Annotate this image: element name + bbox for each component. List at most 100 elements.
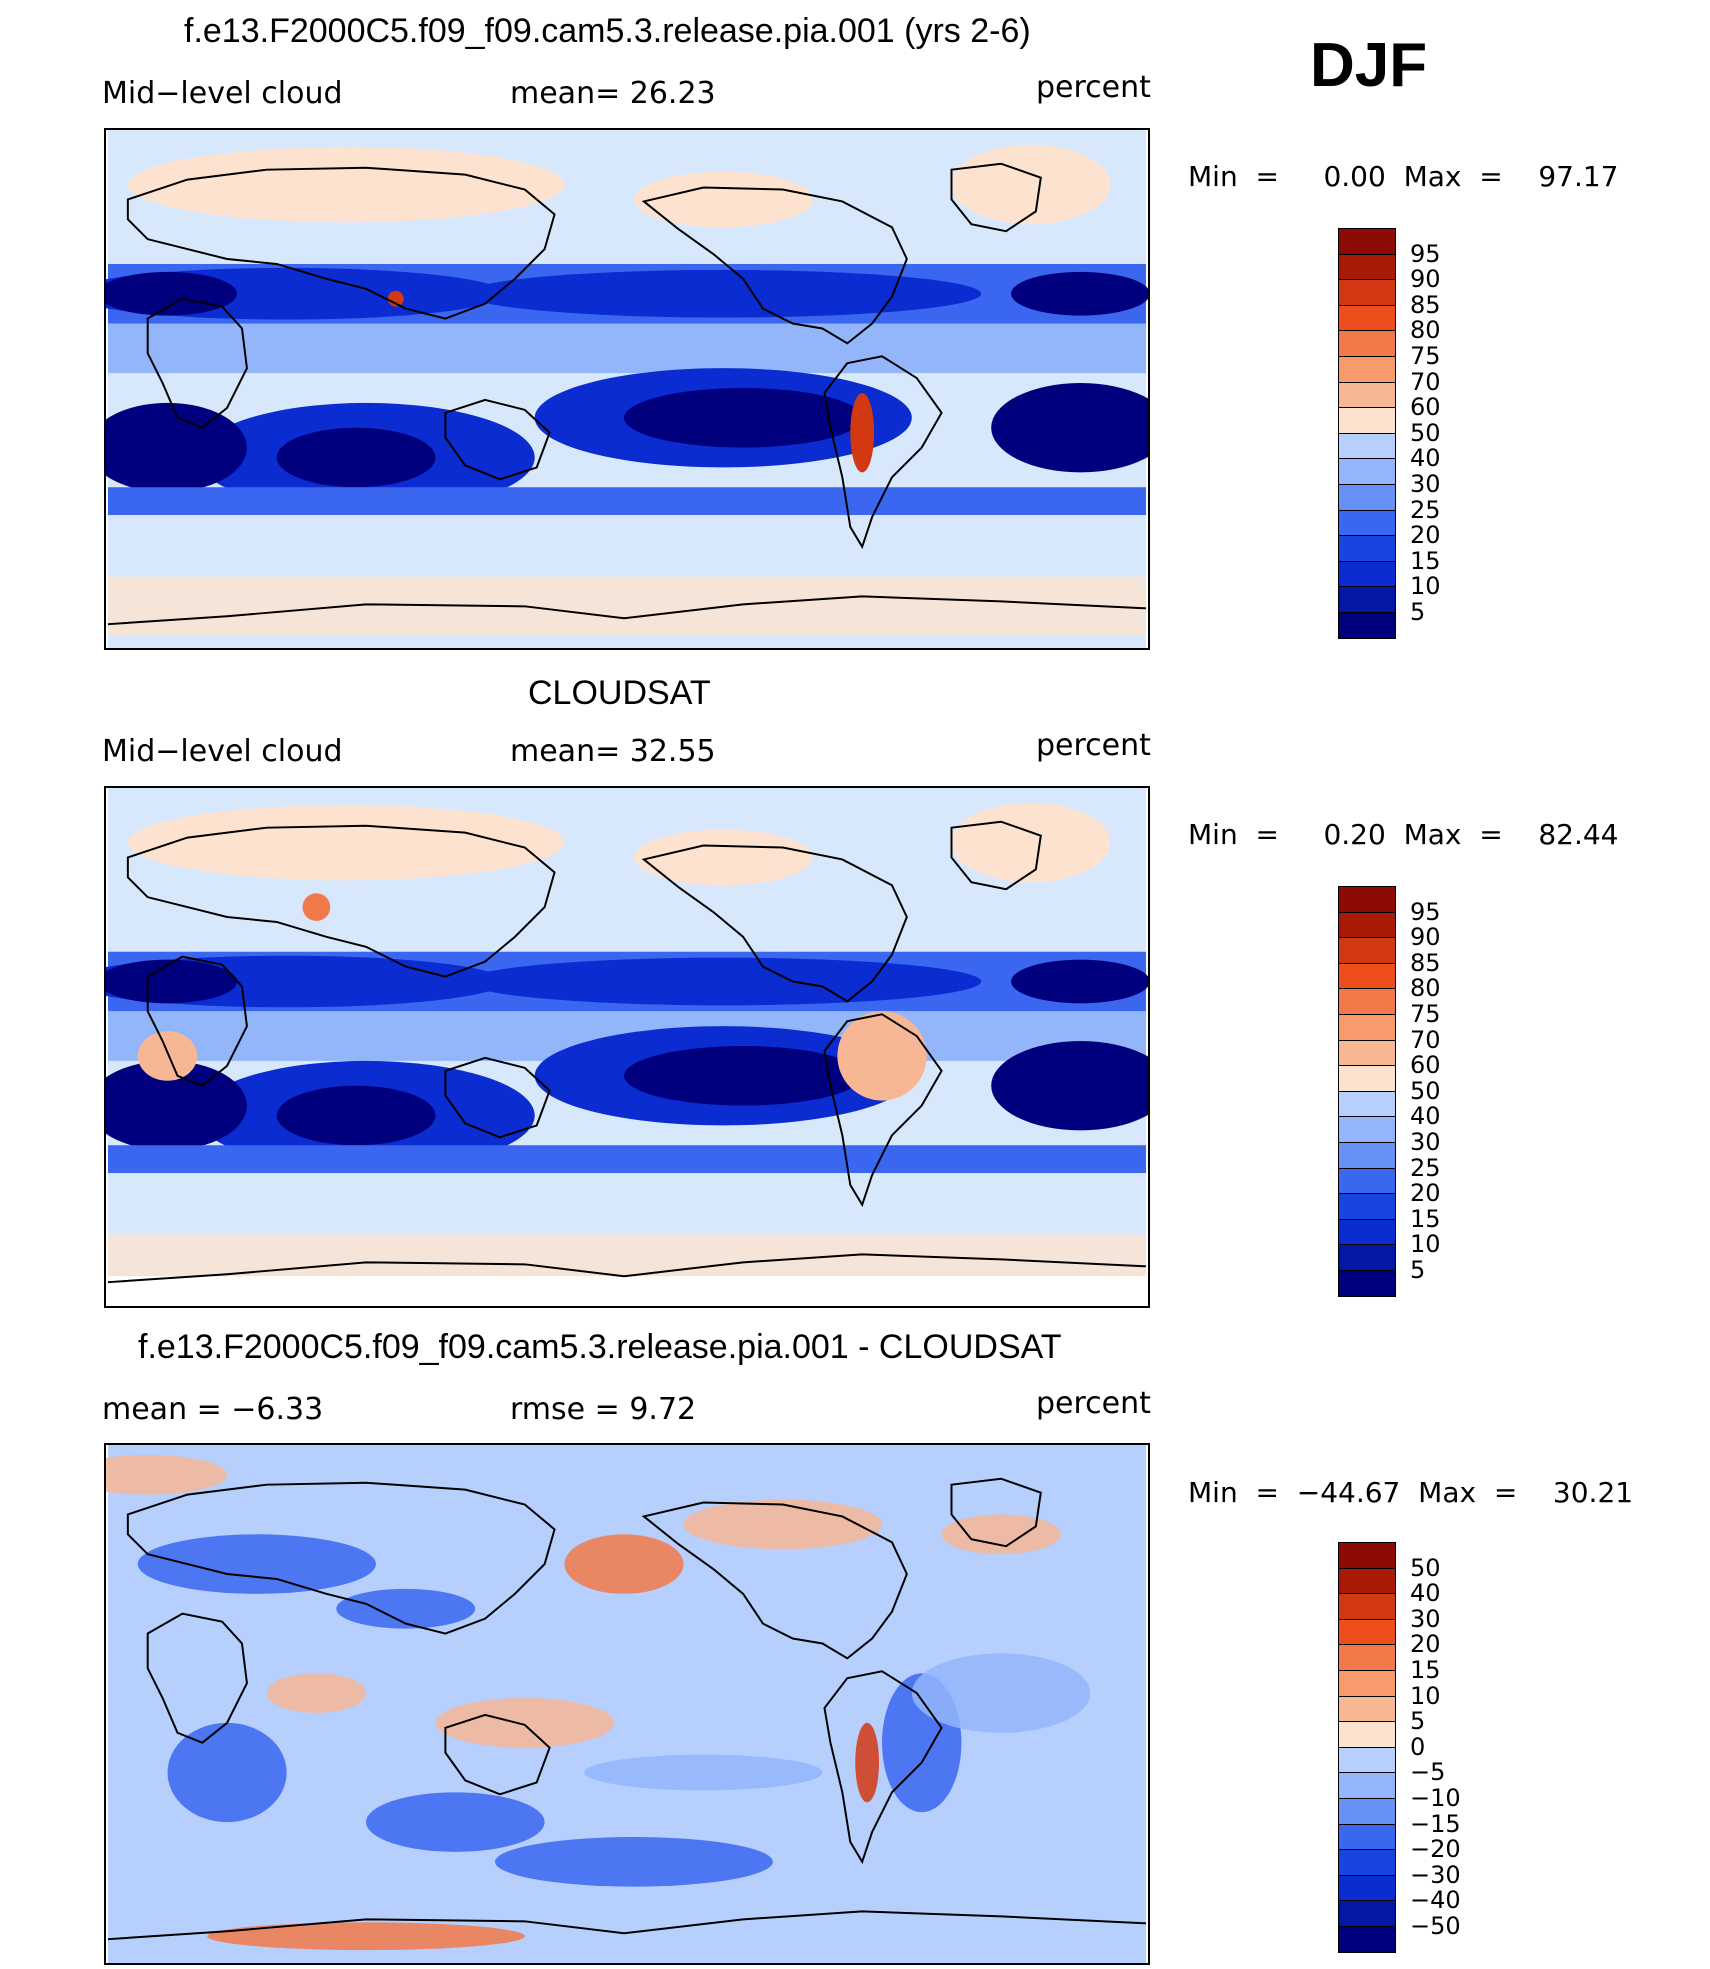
colorbar-label: 85 bbox=[1410, 290, 1441, 319]
colorbar-label: 5 bbox=[1410, 1256, 1426, 1284]
colorbar-swatch bbox=[1338, 484, 1396, 511]
colorbar-swatch bbox=[1338, 1593, 1396, 1620]
colorbar-swatch bbox=[1338, 381, 1396, 409]
variable-label: Mid−level cloud bbox=[102, 76, 343, 111]
colorbar-label: 30 bbox=[1410, 470, 1441, 498]
colorbar-swatch bbox=[1338, 458, 1396, 485]
colorbar-label: −40 bbox=[1410, 1886, 1461, 1915]
minmax-label: Min = 0.00 Max = 97.17 bbox=[1188, 160, 1619, 193]
minmax-label: Min = 0.20 Max = 82.44 bbox=[1188, 818, 1619, 851]
colorbar-swatch bbox=[1338, 1090, 1396, 1118]
colorbar-label: 15 bbox=[1410, 1656, 1441, 1684]
colorbar-swatch bbox=[1338, 1039, 1396, 1067]
mean-label: mean= 26.23 bbox=[510, 76, 716, 111]
colorbar-swatch bbox=[1338, 612, 1396, 639]
colorbar-label: 60 bbox=[1410, 393, 1441, 422]
map-obs bbox=[104, 786, 1150, 1308]
colorbar-label: 20 bbox=[1410, 1630, 1441, 1659]
colorbar-swatch bbox=[1338, 304, 1396, 332]
colorbar-label: 80 bbox=[1410, 974, 1441, 1003]
colorbar-swatch bbox=[1338, 1167, 1396, 1195]
colorbar-swatch bbox=[1338, 886, 1396, 913]
colorbar-label: 10 bbox=[1410, 572, 1441, 601]
colorbar-swatch bbox=[1338, 1014, 1396, 1041]
colorbar-swatch bbox=[1338, 1695, 1396, 1723]
colorbar-label: −10 bbox=[1410, 1784, 1461, 1812]
colorbar-swatch bbox=[1338, 228, 1396, 255]
colorbar-swatch bbox=[1338, 330, 1396, 357]
colorbar-swatch bbox=[1338, 911, 1396, 939]
colorbar-swatch bbox=[1338, 407, 1396, 434]
panel-title: CLOUDSAT bbox=[528, 674, 711, 712]
colorbar-label: 30 bbox=[1410, 1604, 1441, 1633]
colorbar-swatch bbox=[1338, 1670, 1396, 1697]
colorbar-swatch bbox=[1338, 1849, 1396, 1876]
colorbar-label: 15 bbox=[1410, 546, 1441, 575]
colorbar-swatch bbox=[1338, 1900, 1396, 1927]
colorbar-swatch bbox=[1338, 1644, 1396, 1671]
colorbar-label: −30 bbox=[1410, 1860, 1461, 1889]
colorbar-label: 75 bbox=[1410, 342, 1441, 370]
colorbar-swatch bbox=[1338, 560, 1396, 588]
colorbar-label: 10 bbox=[1410, 1681, 1441, 1710]
colorbar-label: 30 bbox=[1410, 1128, 1441, 1156]
rmse-label: rmse = 9.72 bbox=[510, 1392, 697, 1427]
colorbar-swatch bbox=[1338, 535, 1396, 562]
colorbar-swatch bbox=[1338, 1926, 1396, 1953]
colorbar-label: 40 bbox=[1410, 1579, 1441, 1608]
colorbar-label: 95 bbox=[1410, 239, 1441, 268]
colorbar-swatch bbox=[1338, 1218, 1396, 1246]
colorbar-label: −50 bbox=[1410, 1912, 1461, 1940]
colorbar-swatch bbox=[1338, 509, 1396, 537]
colorbar-swatch bbox=[1338, 356, 1396, 383]
colorbar-label: 25 bbox=[1410, 495, 1441, 524]
colorbar-swatch bbox=[1338, 1618, 1396, 1646]
season-label: DJF bbox=[1310, 31, 1428, 100]
minmax-label: Min = −44.67 Max = 30.21 bbox=[1188, 1476, 1634, 1509]
colorbar-swatch bbox=[1338, 1721, 1396, 1748]
colorbar-label: 90 bbox=[1410, 265, 1441, 294]
colorbar-swatch bbox=[1338, 279, 1396, 306]
colorbar-label: 70 bbox=[1410, 1025, 1441, 1054]
colorbar-label: −15 bbox=[1410, 1809, 1461, 1838]
units-label: percent bbox=[1036, 70, 1151, 105]
colorbar-model: 95 90 85 80 75 70 60 50 40 30 25 20 15 10 5 bbox=[1338, 228, 1441, 639]
colorbar-swatch bbox=[1338, 1116, 1396, 1143]
colorbar-label: 50 bbox=[1410, 1553, 1441, 1582]
colorbar-swatch bbox=[1338, 937, 1396, 964]
colorbar-label: 5 bbox=[1410, 598, 1426, 626]
colorbar-label: 60 bbox=[1410, 1051, 1441, 1080]
colorbar-swatch bbox=[1338, 432, 1396, 460]
colorbar-label: 10 bbox=[1410, 1230, 1441, 1259]
mean-label: mean = −6.33 bbox=[102, 1392, 324, 1427]
colorbar-label: 50 bbox=[1410, 418, 1441, 447]
colorbar-swatch bbox=[1338, 1746, 1396, 1774]
colorbar-swatch bbox=[1338, 253, 1396, 281]
colorbar-label: 50 bbox=[1410, 1076, 1441, 1105]
colorbar-label: 20 bbox=[1410, 1179, 1441, 1208]
colorbar-label: 80 bbox=[1410, 316, 1441, 345]
colorbar-label: 20 bbox=[1410, 521, 1441, 550]
colorbar-label: 25 bbox=[1410, 1153, 1441, 1182]
colorbar-diff: 50 40 30 20 15 10 5 0 −5 −10 −15 −20 −30 −40 −50 bbox=[1338, 1542, 1461, 1953]
colorbar-label: 15 bbox=[1410, 1204, 1441, 1233]
colorbar-swatch bbox=[1338, 1874, 1396, 1902]
units-label: percent bbox=[1036, 1386, 1151, 1421]
colorbar-label: 5 bbox=[1410, 1707, 1426, 1736]
colorbar-swatch bbox=[1338, 1065, 1396, 1092]
colorbar-swatch bbox=[1338, 962, 1396, 990]
colorbar-swatch bbox=[1338, 1567, 1396, 1595]
panel-title: f.e13.F2000C5.f09_f09.cam5.3.release.pia… bbox=[138, 1328, 1062, 1366]
colorbar-swatch bbox=[1338, 1270, 1396, 1297]
map-model bbox=[104, 128, 1150, 650]
colorbar-swatch bbox=[1338, 1142, 1396, 1169]
colorbar-swatch bbox=[1338, 1798, 1396, 1825]
colorbar-obs: 95 90 85 80 75 70 60 50 40 30 25 20 15 10 5 bbox=[1338, 886, 1441, 1297]
colorbar-swatch bbox=[1338, 1772, 1396, 1799]
mean-label: mean= 32.55 bbox=[510, 734, 716, 769]
variable-label: Mid−level cloud bbox=[102, 734, 343, 769]
map-diff bbox=[104, 1443, 1150, 1965]
colorbar-swatch bbox=[1338, 1244, 1396, 1271]
units-label: percent bbox=[1036, 728, 1151, 763]
colorbar-swatch bbox=[1338, 586, 1396, 613]
